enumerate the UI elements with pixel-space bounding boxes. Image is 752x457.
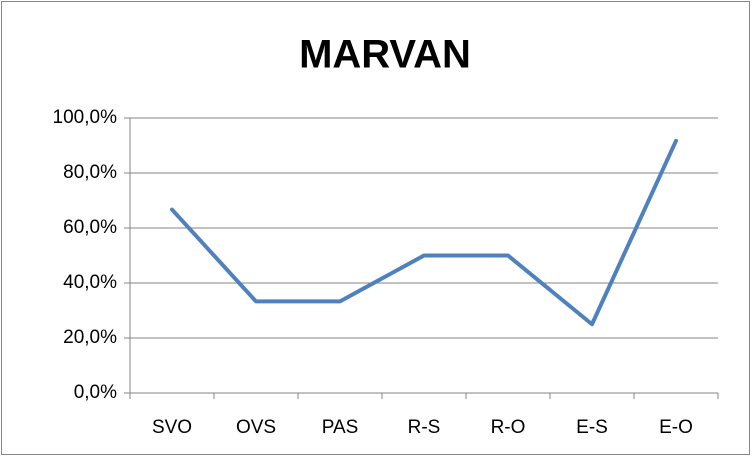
- x-tick-label: OVS: [236, 417, 276, 438]
- data-line: [170, 138, 678, 327]
- x-tick-label: R-S: [408, 417, 441, 438]
- y-tick-label: 80,0%: [63, 162, 117, 183]
- x-tick-label: SVO: [152, 417, 192, 438]
- x-tick-label: E-S: [576, 417, 608, 438]
- x-tick-label: R-O: [491, 417, 526, 438]
- y-tick-label: 60,0%: [63, 217, 117, 238]
- y-tick-label: 40,0%: [63, 272, 117, 293]
- y-tick-label: 20,0%: [63, 327, 117, 348]
- x-tick-label: E-O: [659, 417, 693, 438]
- y-tick-label: 100,0%: [53, 107, 118, 128]
- y-tick-label: 0,0%: [74, 382, 117, 403]
- chart-title: MARVAN: [299, 33, 471, 77]
- x-tick-label: PAS: [322, 417, 359, 438]
